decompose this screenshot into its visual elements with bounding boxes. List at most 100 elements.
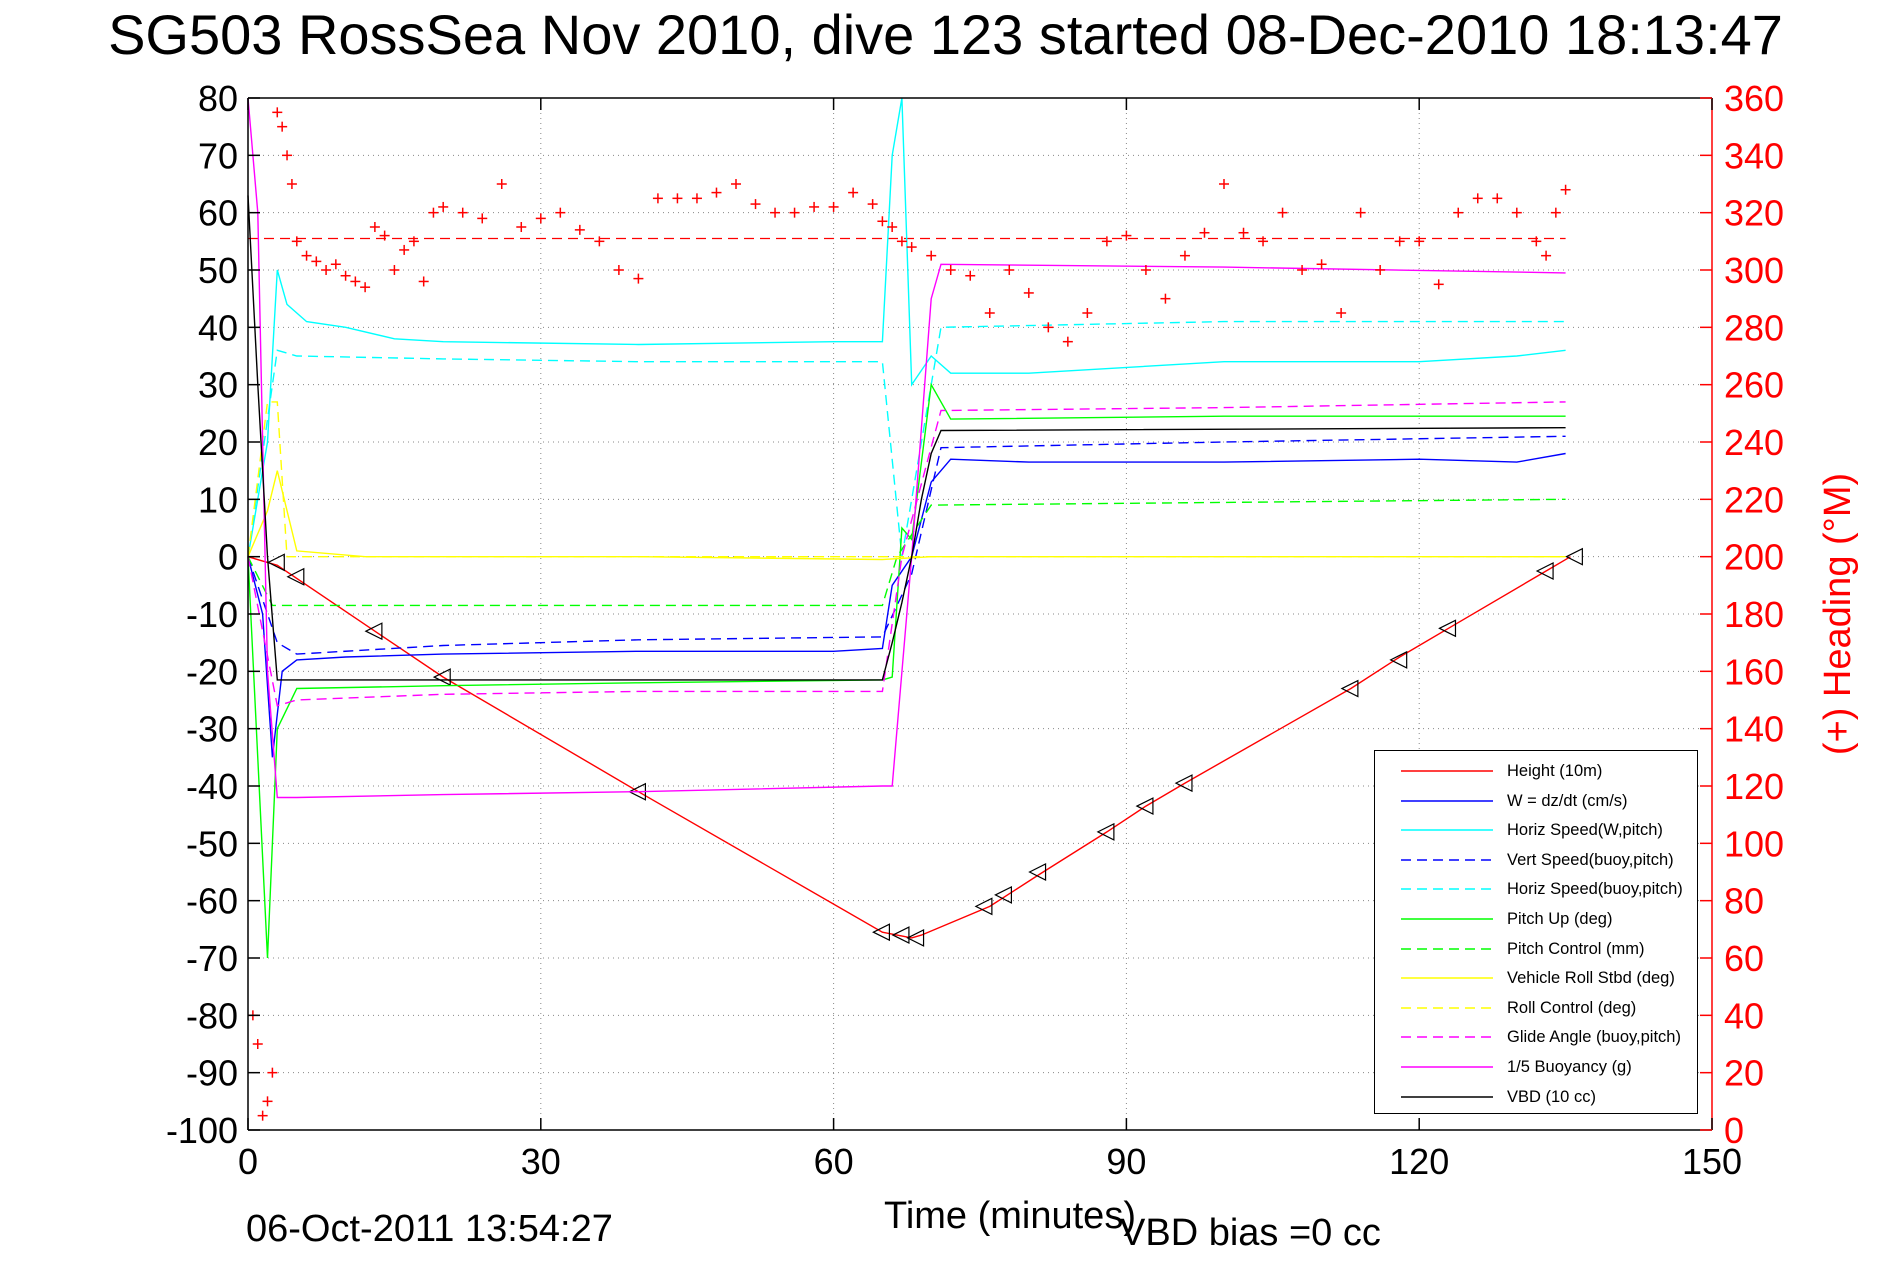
heading-point bbox=[1219, 179, 1229, 189]
y-tick-label: 10 bbox=[198, 479, 238, 520]
heading-point bbox=[945, 265, 956, 275]
legend-item: Glide Angle (buoy,pitch) bbox=[1375, 1023, 1697, 1053]
y-tick-label: -50 bbox=[186, 823, 238, 864]
y-tick-label: 80 bbox=[198, 78, 238, 119]
legend-item: W = dz/dt (cm/s) bbox=[1375, 787, 1697, 817]
height-marker bbox=[266, 553, 285, 572]
heading-point bbox=[848, 187, 859, 198]
legend-line-swatch bbox=[1401, 947, 1493, 950]
heading-point bbox=[418, 276, 429, 287]
legend-label: 1/5 Buoyancy (g) bbox=[1507, 1058, 1632, 1076]
height-marker bbox=[994, 885, 1013, 904]
y-tick-label: -90 bbox=[186, 1053, 238, 1094]
height-marker bbox=[1389, 650, 1408, 669]
heading-point bbox=[1199, 227, 1210, 238]
chart-title: SG503 RossSea Nov 2010, dive 123 started… bbox=[108, 3, 1783, 66]
heading-point bbox=[516, 222, 527, 232]
y-tick-label: -40 bbox=[186, 766, 238, 807]
y-tick-label: -70 bbox=[186, 938, 238, 979]
heading-point bbox=[1492, 193, 1503, 204]
y-tick-label: 30 bbox=[198, 365, 238, 406]
heading-point bbox=[1238, 227, 1249, 238]
x-tick-label: 150 bbox=[1682, 1141, 1742, 1182]
heading-point bbox=[1297, 265, 1308, 275]
heading-point bbox=[311, 256, 322, 267]
height-marker bbox=[1565, 547, 1583, 566]
legend-item: 1/5 Buoyancy (g) bbox=[1375, 1053, 1697, 1083]
legend-label: Glide Angle (buoy,pitch) bbox=[1507, 1028, 1681, 1047]
series-line-1 bbox=[247, 452, 1566, 758]
y2-tick-label: 340 bbox=[1724, 135, 1784, 176]
heading-point bbox=[477, 213, 488, 224]
x-tick-label: 120 bbox=[1389, 1141, 1449, 1182]
legend-line-swatch bbox=[1401, 770, 1493, 772]
legend-label: Roll Control (deg) bbox=[1507, 998, 1637, 1017]
heading-point bbox=[1062, 336, 1073, 347]
legend-label: Horiz Speed(buoy,pitch) bbox=[1507, 880, 1683, 899]
y2-tick-label: 60 bbox=[1724, 938, 1764, 979]
heading-point bbox=[1550, 207, 1561, 218]
heading-point bbox=[1277, 207, 1288, 218]
legend-item: Pitch Up (deg) bbox=[1375, 905, 1697, 935]
height-marker bbox=[974, 897, 993, 916]
y2-tick-label: 0 bbox=[1724, 1110, 1744, 1151]
heading-point bbox=[906, 242, 917, 253]
y2-tick-label: 160 bbox=[1724, 651, 1784, 692]
legend-line-swatch bbox=[1401, 858, 1493, 861]
height-marker bbox=[364, 622, 383, 641]
legend-item: Horiz Speed(W,pitch) bbox=[1375, 816, 1697, 846]
y2-tick-label: 100 bbox=[1724, 823, 1784, 864]
heading-point bbox=[1472, 193, 1483, 204]
height-marker bbox=[1096, 822, 1115, 841]
heading-point bbox=[770, 207, 781, 218]
height-marker bbox=[1174, 774, 1193, 793]
heading-point bbox=[272, 107, 283, 118]
y2-tick-label: 40 bbox=[1724, 995, 1764, 1036]
series-line-9 bbox=[247, 401, 1566, 707]
heading-point bbox=[257, 1110, 268, 1121]
heading-point bbox=[282, 150, 293, 161]
series-line-11 bbox=[247, 195, 1566, 681]
y-tick-label: -30 bbox=[186, 709, 238, 750]
heading-point bbox=[711, 187, 722, 198]
legend-item: Vehicle Roll Stbd (deg) bbox=[1375, 964, 1697, 994]
y2-tick-label: 260 bbox=[1724, 365, 1784, 406]
height-marker bbox=[1535, 562, 1554, 580]
legend-item: Horiz Speed(buoy,pitch) bbox=[1375, 875, 1697, 905]
heading-point bbox=[1082, 308, 1093, 318]
height-marker bbox=[432, 668, 451, 687]
legend-label: Horiz Speed(W,pitch) bbox=[1507, 821, 1663, 840]
heading-point bbox=[438, 201, 449, 212]
heading-point bbox=[1433, 279, 1444, 290]
y-tick-label: 40 bbox=[198, 307, 238, 348]
vbd-bias-label: VBD bias =0 cc bbox=[1120, 1212, 1381, 1254]
y2-tick-label: 300 bbox=[1724, 250, 1784, 291]
y-tick-label: -60 bbox=[186, 881, 238, 922]
y-tick-label: -100 bbox=[166, 1110, 238, 1151]
series-line-3 bbox=[247, 435, 1566, 655]
y-tick-label: -20 bbox=[186, 651, 238, 692]
heading-point bbox=[360, 282, 371, 293]
x-tick-label: 60 bbox=[814, 1141, 854, 1182]
heading-point bbox=[594, 236, 605, 247]
heading-point bbox=[828, 201, 839, 212]
heading-point bbox=[286, 179, 297, 189]
y2-tick-label: 320 bbox=[1724, 193, 1784, 234]
series-line-6 bbox=[247, 498, 1566, 607]
y2-tick-label: 20 bbox=[1724, 1053, 1764, 1094]
y2-tick-label: 200 bbox=[1724, 537, 1784, 578]
axis-layer: 0 30 60 90 120 15080706050403020100-10-20-30-… bbox=[166, 78, 1859, 1237]
heading-point bbox=[1541, 250, 1552, 261]
heading-point bbox=[809, 201, 820, 212]
legend-line-swatch bbox=[1401, 918, 1493, 920]
y-tick-label: 20 bbox=[198, 422, 238, 463]
legend-line-swatch bbox=[1401, 888, 1493, 891]
series-line-10 bbox=[247, 97, 1566, 799]
heading-point bbox=[750, 199, 761, 210]
heading-point bbox=[340, 270, 351, 281]
heading-point bbox=[1336, 308, 1347, 318]
legend-label: W = dz/dt (cm/s) bbox=[1507, 791, 1628, 810]
height-marker bbox=[1028, 863, 1047, 881]
heading-point bbox=[350, 276, 361, 287]
heading-point bbox=[1179, 250, 1190, 261]
